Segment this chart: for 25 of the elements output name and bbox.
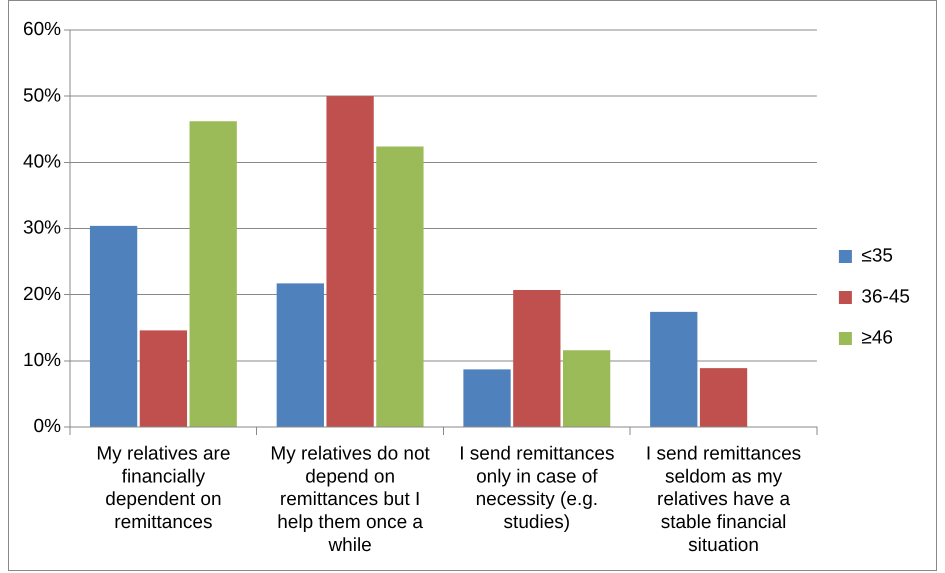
x-tick-label: I send remittances only in case of necessity (e.g. studies) [459,444,614,534]
x-tick-label: My relatives do not depend on remittances but I help them once a while [270,444,431,556]
bar [326,96,374,426]
y-tick-label: 60% [22,19,62,40]
x-tick-label: My relatives are financially dependent on remittances [96,444,230,534]
y-tick-label: 40% [22,152,62,173]
bar [140,330,188,426]
y-tick-label: 20% [22,284,62,305]
y-tick-label: 0% [34,416,62,438]
y-tick-label: 10% [22,350,62,372]
x-tick-label: I send remittances seldom as my relatives have a stable financial situation [646,444,802,556]
bar [190,121,237,426]
bar [276,283,324,426]
bar [376,146,424,426]
legend-label: 36-45 [861,286,910,308]
y-tick-label: 50% [22,85,62,106]
legend-label: ≥46 [861,328,893,349]
y-tick-label: 30% [22,218,62,239]
legend-label: ≤35 [861,246,893,267]
bar [562,350,610,426]
bar [90,226,138,426]
bar [650,312,698,426]
bar [463,369,511,426]
bar [513,290,560,426]
bar [700,368,748,426]
